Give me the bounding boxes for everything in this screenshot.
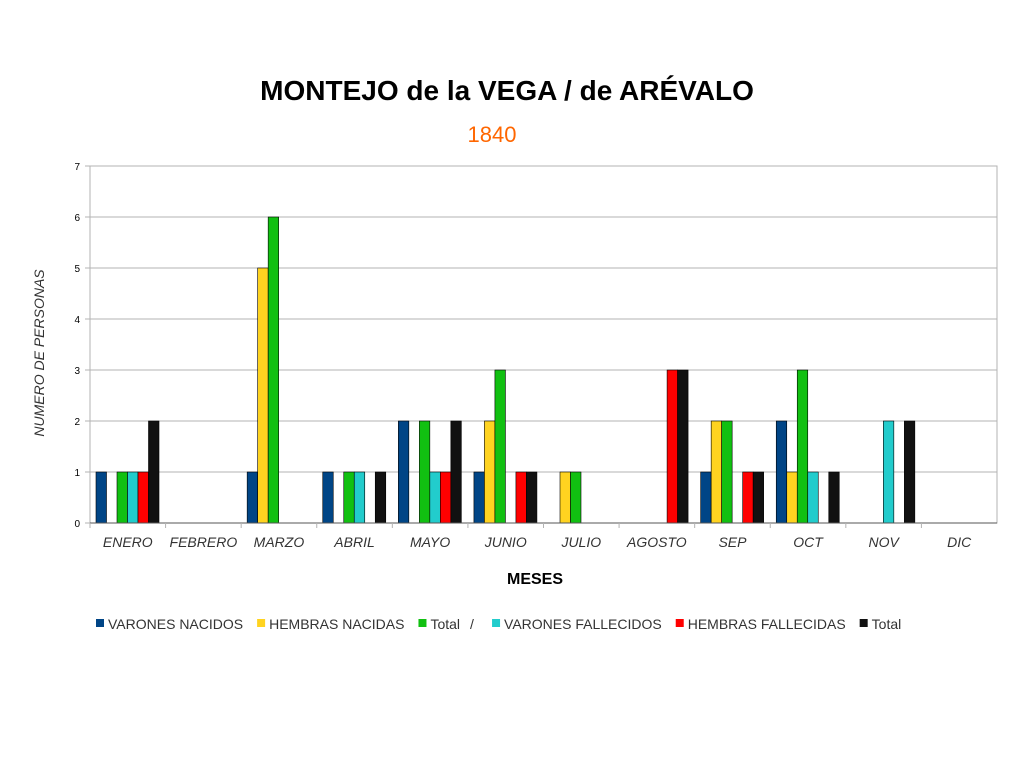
bar <box>700 471 712 524</box>
x-tick-label: AGOSTO <box>626 534 687 550</box>
bar <box>710 420 722 524</box>
legend-swatch <box>492 619 501 627</box>
bar <box>742 471 754 524</box>
y-tick-label: 4 <box>74 315 80 326</box>
bar <box>526 471 538 524</box>
y-tick-label: 1 <box>74 468 80 479</box>
bar <box>752 471 764 524</box>
legend-label: Total <box>430 616 460 632</box>
x-tick-label: ENERO <box>103 534 153 550</box>
axes <box>89 165 998 524</box>
bar <box>116 471 128 524</box>
x-tick-label: MARZO <box>254 534 305 550</box>
y-tick-label: 5 <box>74 264 80 275</box>
bar <box>473 471 485 524</box>
bar <box>257 267 269 524</box>
bar <box>374 471 387 524</box>
chart-title: MONTEJO de la VEGA / de ARÉVALO <box>260 75 754 106</box>
x-tick-label: NOV <box>868 534 900 550</box>
legend-swatch <box>257 619 266 627</box>
x-tick-label: SEP <box>718 534 747 550</box>
bar <box>267 216 279 524</box>
bar <box>786 471 798 524</box>
bar <box>775 420 788 524</box>
bar <box>343 471 355 524</box>
x-axis-label: MESES <box>507 571 563 588</box>
legend-label: HEMBRAS FALLECIDAS <box>688 616 846 632</box>
x-axis-ticks: ENERO FEBRERO MARZO ABRIL MAYO JUNIO JULIO AGOS… <box>89 523 972 550</box>
x-tick-label: MAYO <box>410 534 450 550</box>
y-axis-ticks: 0 1 2 3 4 5 6 7 <box>74 162 90 530</box>
legend-swatch <box>96 619 104 627</box>
y-tick-label: 7 <box>74 162 80 173</box>
bar <box>515 471 527 524</box>
bar <box>904 420 916 524</box>
bar <box>883 420 895 524</box>
bar <box>666 369 678 524</box>
bar <box>127 471 139 524</box>
bar <box>246 471 258 524</box>
legend-separator: / <box>470 616 474 632</box>
bars <box>95 216 916 524</box>
bar <box>807 471 819 524</box>
bar <box>494 369 506 524</box>
x-tick-label: OCT <box>793 534 824 550</box>
y-tick-label: 2 <box>74 417 80 428</box>
legend-label: VARONES FALLECIDOS <box>504 616 662 632</box>
x-tick-label: FEBRERO <box>170 534 238 550</box>
y-axis-label: NUMERO DE PERSONAS <box>31 269 47 437</box>
bar <box>828 471 840 524</box>
legend-swatch <box>675 619 684 627</box>
bar <box>148 420 160 524</box>
legend-swatch <box>418 619 427 627</box>
y-tick-label: 3 <box>74 366 80 377</box>
legend: VARONES NACIDOS HEMBRAS NACIDAS Total / VARO… <box>96 616 901 632</box>
x-tick-label: JUNIO <box>484 534 527 550</box>
bar <box>419 420 431 524</box>
x-tick-label: ABRIL <box>333 534 374 550</box>
legend-swatch <box>859 619 868 627</box>
bar <box>353 471 366 524</box>
bar <box>570 471 582 524</box>
bar <box>429 471 441 524</box>
bar <box>559 471 571 524</box>
bar <box>398 420 410 524</box>
bar <box>721 420 733 524</box>
legend-label: Total <box>872 616 902 632</box>
grid-lines <box>90 165 997 473</box>
bar <box>450 420 462 524</box>
bar <box>440 471 452 524</box>
x-tick-label: DIC <box>947 534 972 550</box>
plot-frame <box>89 165 998 524</box>
legend-label: VARONES NACIDOS <box>108 616 243 632</box>
bar <box>796 369 809 524</box>
y-tick-label: 0 <box>74 519 80 530</box>
chart-subtitle: 1840 <box>468 122 517 147</box>
legend-label: HEMBRAS NACIDAS <box>269 616 404 632</box>
y-tick-label: 6 <box>74 213 80 224</box>
bar <box>677 369 689 524</box>
bar <box>95 471 107 524</box>
bar <box>137 471 149 524</box>
bar <box>322 471 334 524</box>
bar <box>484 420 496 524</box>
x-tick-label: JULIO <box>560 534 601 550</box>
